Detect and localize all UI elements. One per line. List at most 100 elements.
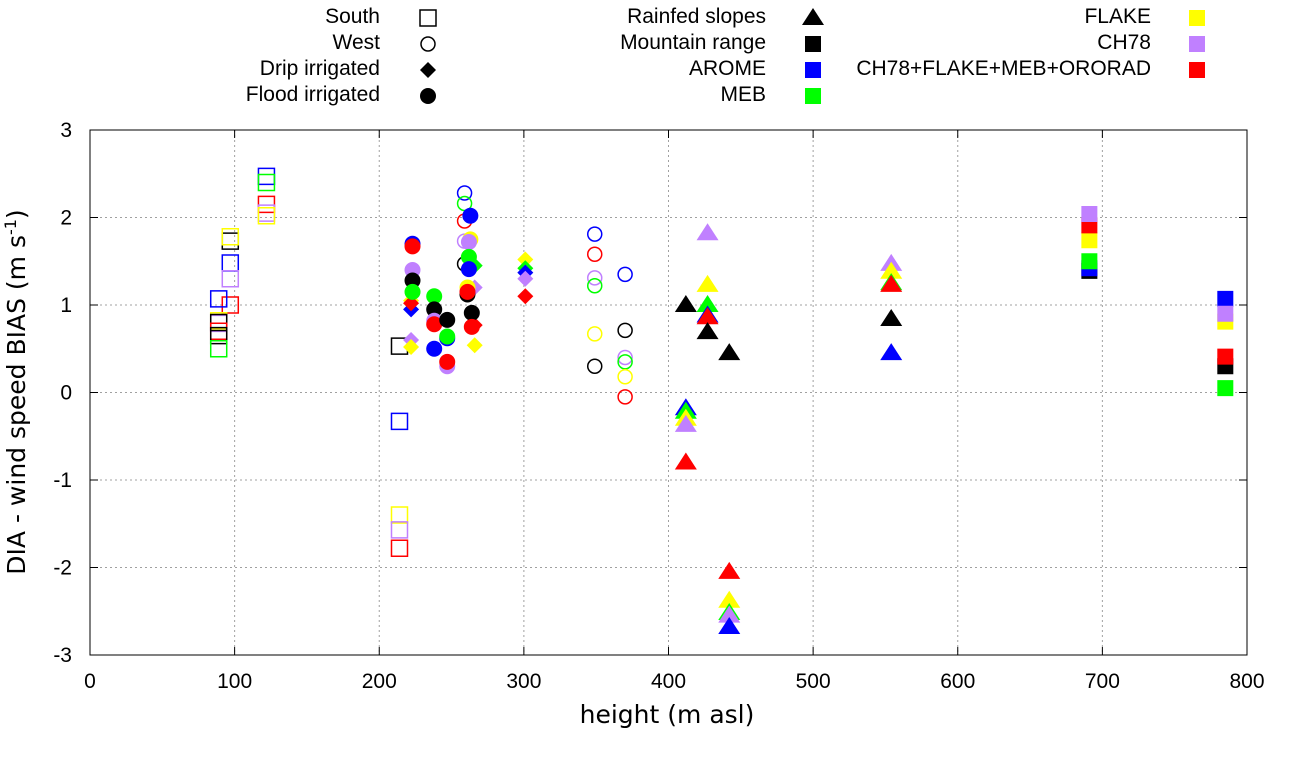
x-tick-label: 0 xyxy=(84,670,96,693)
data-point-west xyxy=(586,246,603,262)
data-point-west xyxy=(617,354,633,370)
x-tick-label: 300 xyxy=(506,670,541,693)
data-point-south xyxy=(221,254,240,272)
legend-marker-circle-open xyxy=(420,36,436,52)
x-tick-label: 400 xyxy=(651,670,686,693)
data-point-south xyxy=(257,173,276,192)
data-point-flood-irrigated xyxy=(462,207,479,224)
x-tick-label: 100 xyxy=(217,670,252,693)
data-point-south xyxy=(221,270,240,288)
x-tick-label: 500 xyxy=(796,670,831,693)
data-point-flood-irrigated xyxy=(404,283,421,300)
data-point-flood-irrigated xyxy=(460,234,477,250)
data-point-west xyxy=(586,270,603,286)
legend-marker-square xyxy=(1189,10,1205,26)
data-point-drip-irrigated xyxy=(466,337,483,354)
data-points xyxy=(209,167,1234,634)
legend-label: West xyxy=(333,31,381,54)
data-point-south xyxy=(390,412,409,431)
legend-label: FLAKE xyxy=(1084,5,1151,28)
legend-label: MEB xyxy=(720,83,766,106)
data-point-flood-irrigated xyxy=(459,283,476,300)
y-axis-title-end: ) xyxy=(2,209,31,219)
data-point-rainfed-slopes xyxy=(696,223,719,241)
data-point-rainfed-slopes xyxy=(880,309,903,326)
legend-marker-square-open xyxy=(419,9,437,27)
data-point-flood-irrigated xyxy=(404,272,421,289)
legend-marker-triangle xyxy=(802,8,824,25)
data-point-rainfed-slopes xyxy=(674,295,697,312)
grid xyxy=(90,130,1247,655)
data-point-south xyxy=(209,326,228,345)
x-tick-label: 200 xyxy=(362,670,397,693)
data-point-drip-irrigated xyxy=(403,339,420,355)
x-axis-title: height (m asl) xyxy=(580,700,755,729)
data-point-west xyxy=(617,349,633,366)
legend-label: Flood irrigated xyxy=(246,83,380,106)
data-point-rainfed-slopes xyxy=(880,261,903,279)
data-point-flood-irrigated xyxy=(426,340,443,357)
x-axis: 0 100 200 300 400 500 600 700 800 xyxy=(84,130,1265,693)
data-point-drip-irrigated xyxy=(517,251,534,268)
y-tick-label: 0 xyxy=(60,382,72,405)
y-tick-label: -2 xyxy=(53,557,72,580)
data-point-mountain-range xyxy=(1081,232,1098,249)
data-point-south xyxy=(221,232,240,250)
legend-label: Mountain range xyxy=(620,31,766,54)
y-axis-title-superscript: -1 xyxy=(1,219,20,235)
data-point-south xyxy=(257,167,276,186)
y-tick-label: -3 xyxy=(53,644,72,667)
y-tick-label: -1 xyxy=(53,469,72,492)
data-point-south xyxy=(209,290,228,308)
data-point-flood-irrigated xyxy=(463,318,480,335)
data-point-west xyxy=(617,322,633,339)
data-point-flood-irrigated xyxy=(460,248,477,265)
data-point-west xyxy=(586,358,603,374)
legend-label: CH78 xyxy=(1097,31,1151,54)
x-tick-label: 600 xyxy=(940,670,975,693)
y-axis-title-main: DIA - wind speed BIAS (m s xyxy=(2,235,31,575)
data-point-rainfed-slopes xyxy=(674,414,697,432)
data-point-south xyxy=(209,340,228,358)
data-point-mountain-range xyxy=(1217,380,1234,397)
data-point-rainfed-slopes xyxy=(718,561,741,579)
data-point-west xyxy=(617,389,633,405)
data-point-rainfed-slopes xyxy=(880,343,903,361)
data-point-south xyxy=(390,521,409,539)
data-point-west xyxy=(586,326,603,342)
legend-label: CH78+FLAKE+MEB+ORORAD xyxy=(856,57,1151,80)
data-point-west xyxy=(617,266,633,283)
data-point-south xyxy=(221,228,240,246)
data-point-rainfed-slopes xyxy=(718,590,741,608)
data-point-rainfed-slopes xyxy=(696,295,719,312)
data-point-rainfed-slopes xyxy=(696,274,719,292)
y-tick-label: 1 xyxy=(60,294,72,317)
data-point-mountain-range xyxy=(1217,305,1234,322)
x-tick-label: 800 xyxy=(1229,670,1264,693)
data-point-drip-irrigated xyxy=(517,270,534,287)
data-point-west xyxy=(617,369,633,385)
legend-label: South xyxy=(325,5,380,28)
x-tick-label: 700 xyxy=(1085,670,1120,693)
data-point-flood-irrigated xyxy=(439,328,456,345)
data-point-flood-irrigated xyxy=(426,301,443,318)
data-point-flood-irrigated xyxy=(439,353,456,370)
data-point-flood-irrigated xyxy=(439,311,456,328)
legend: South West Drip irrigated Flood irrigated Ra… xyxy=(246,5,1205,106)
legend-marker-square xyxy=(1189,36,1205,52)
data-point-rainfed-slopes xyxy=(880,274,903,292)
data-point-drip-irrigated xyxy=(517,288,534,305)
data-point-flood-irrigated xyxy=(426,288,443,305)
data-point-south xyxy=(390,539,409,557)
data-point-rainfed-slopes xyxy=(674,452,697,470)
data-point-flood-irrigated xyxy=(463,304,480,321)
data-point-west xyxy=(586,278,603,294)
legend-marker-square xyxy=(805,62,821,78)
data-point-rainfed-slopes xyxy=(718,605,741,623)
data-point-rainfed-slopes xyxy=(696,307,719,325)
data-point-rainfed-slopes xyxy=(696,322,719,340)
data-point-flood-irrigated xyxy=(404,238,421,255)
data-point-flood-irrigated xyxy=(460,261,477,278)
legend-marker-square xyxy=(1189,62,1205,78)
